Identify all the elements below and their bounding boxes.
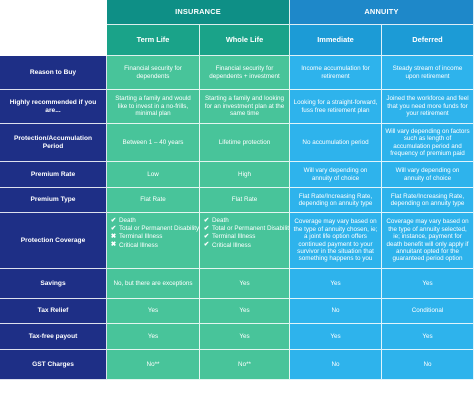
- cell-reason-whole-life: Financial security for dependents + inve…: [200, 56, 290, 90]
- cell-recommended-immediate: Looking for a straight-forward, fuss fre…: [290, 90, 382, 124]
- check-icon: ✔: [203, 217, 210, 224]
- coverage-item-label: Total or Permanent Disability: [212, 225, 293, 233]
- cell-recommended-term-life: Starting a family and would like to inve…: [107, 90, 200, 124]
- check-icon: ✔: [110, 217, 117, 224]
- cell-premium-type-whole-life: Flat Rate: [200, 188, 290, 213]
- cell-coverage-term-life: ✔ Death ✔ Total or Permanent Disability ✖ T…: [107, 213, 200, 269]
- cell-payout-whole-life: Yes: [200, 324, 290, 350]
- coverage-item-label: Death: [212, 217, 229, 225]
- cell-coverage-whole-life: ✔ Death ✔ Total or Permanent Disability ✔ T…: [200, 213, 292, 269]
- cell-period-term-life: Between 1 – 40 years: [107, 124, 200, 162]
- row-label-tax-free-payout: Tax-free payout: [0, 324, 107, 350]
- cell-gst-whole-life: No**: [200, 350, 290, 380]
- cell-recommended-deferred: Joined the workforce and feel that you n…: [382, 90, 474, 124]
- cell-savings-term-life: No, but there are exceptions: [107, 269, 200, 299]
- cell-reason-term-life: Financial security for dependents: [107, 56, 200, 90]
- cell-period-whole-life: Lifetime protection: [200, 124, 290, 162]
- cell-payout-term-life: Yes: [107, 324, 200, 350]
- coverage-item: ✔ Total or Permanent Disability: [203, 225, 292, 233]
- cell-premium-rate-immediate: Will vary depending on annuity of choice: [290, 162, 382, 188]
- group-header-annuity: ANNUITY: [290, 0, 474, 25]
- cell-premium-rate-deferred: Will vary depending on annuity of choice: [382, 162, 474, 188]
- row-label-highly-recommended: Highly recommended if you are...: [0, 90, 107, 124]
- coverage-item-label: Terminal Illness: [212, 233, 256, 241]
- coverage-list-whole-life: ✔ Death ✔ Total or Permanent Disability ✔ T…: [203, 217, 292, 249]
- cell-tax-relief-deferred: Conditional: [382, 299, 474, 324]
- cell-recommended-whole-life: Starting a family and looking for an inv…: [200, 90, 290, 124]
- column-header-deferred: Deferred: [382, 25, 474, 56]
- row-label-savings: Savings: [0, 269, 107, 299]
- column-header-term-life: Term Life: [107, 25, 200, 56]
- column-header-whole-life: Whole Life: [200, 25, 290, 56]
- cell-tax-relief-whole-life: Yes: [200, 299, 290, 324]
- cell-savings-immediate: Yes: [290, 269, 382, 299]
- row-label-premium-rate: Premium Rate: [0, 162, 107, 188]
- row-label-tax-relief: Tax Relief: [0, 299, 107, 324]
- cell-premium-type-immediate: Flat Rate/Increasing Rate, depending on …: [290, 188, 382, 213]
- cell-savings-deferred: Yes: [382, 269, 474, 299]
- row-label-protection-period: Protection/Accumulation Period: [0, 124, 107, 162]
- coverage-item-label: Total or Permanent Disability: [119, 225, 200, 233]
- cell-coverage-deferred: Coverage may vary based on the type of a…: [382, 213, 474, 269]
- coverage-item-label: Critical Illness: [119, 241, 158, 249]
- coverage-item: ✖ Critical Illness: [110, 241, 199, 249]
- check-icon: ✔: [203, 233, 210, 241]
- coverage-item: ✔ Critical Illness: [203, 241, 292, 249]
- cell-period-immediate: No accumulation period: [290, 124, 382, 162]
- cross-icon: ✖: [110, 241, 117, 249]
- coverage-item: ✔ Death: [110, 217, 199, 225]
- coverage-list-term-life: ✔ Death ✔ Total or Permanent Disability ✖ T…: [110, 217, 199, 249]
- cell-gst-term-life: No**: [107, 350, 200, 380]
- check-icon: ✔: [203, 241, 210, 249]
- cell-reason-immediate: Income accumulation for retirement: [290, 56, 382, 90]
- cell-gst-deferred: No: [382, 350, 474, 380]
- cell-premium-type-term-life: Flat Rate: [107, 188, 200, 213]
- cell-period-deferred: Will vary depending on factors such as l…: [382, 124, 474, 162]
- cell-payout-immediate: Yes: [290, 324, 382, 350]
- cell-tax-relief-term-life: Yes: [107, 299, 200, 324]
- coverage-item: ✔ Terminal Illness: [203, 233, 292, 241]
- table-corner-2: [0, 25, 107, 56]
- cross-icon: ✖: [110, 233, 117, 241]
- cell-tax-relief-immediate: No: [290, 299, 382, 324]
- coverage-item: ✔ Death: [203, 217, 292, 225]
- row-label-protection-coverage: Protection Coverage: [0, 213, 107, 269]
- cell-savings-whole-life: Yes: [200, 269, 290, 299]
- cell-premium-rate-whole-life: High: [200, 162, 290, 188]
- table-corner: [0, 0, 107, 25]
- group-header-insurance: INSURANCE: [107, 0, 290, 25]
- cell-reason-deferred: Steady stream of income upon retirement: [382, 56, 474, 90]
- coverage-item-label: Critical Illness: [212, 241, 251, 249]
- cell-gst-immediate: No: [290, 350, 382, 380]
- coverage-item-label: Terminal Illness: [119, 233, 163, 241]
- coverage-item: ✖ Terminal Illness: [110, 233, 199, 241]
- check-icon: ✔: [110, 225, 117, 233]
- coverage-item: ✔ Total or Permanent Disability: [110, 225, 199, 233]
- coverage-item-label: Death: [119, 217, 136, 225]
- cell-payout-deferred: Yes: [382, 324, 474, 350]
- cell-coverage-immediate: Coverage may vary based on the type of a…: [290, 213, 382, 269]
- row-label-gst-charges: GST Charges: [0, 350, 107, 380]
- check-icon: ✔: [203, 225, 210, 233]
- row-label-premium-type: Premium Type: [0, 188, 107, 213]
- row-label-reason-to-buy: Reason to Buy: [0, 56, 107, 90]
- cell-premium-type-deferred: Flat Rate/Increasing Rate, depending on …: [382, 188, 474, 213]
- column-header-immediate: Immediate: [290, 25, 382, 56]
- cell-premium-rate-term-life: Low: [107, 162, 200, 188]
